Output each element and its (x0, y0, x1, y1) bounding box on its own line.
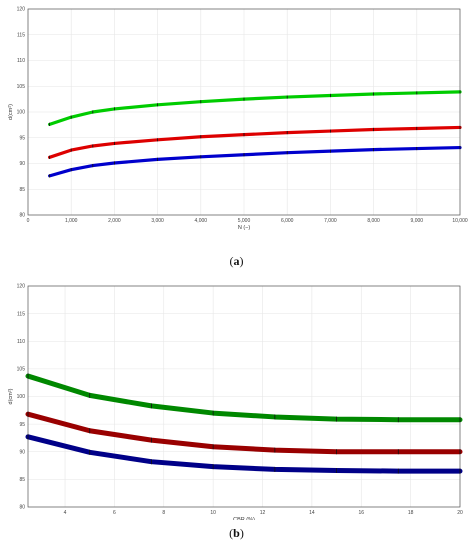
x-tick-label: 2,000 (108, 218, 121, 224)
chart-a-svg: 0 1,000 2,000 3,000 4,000 5,000 6,000 7,000 8,00… (8, 7, 468, 231)
caption-b-close: ) (239, 526, 244, 540)
y-tick-label: 80 (19, 505, 25, 511)
caption-b: (b) (0, 526, 473, 541)
y-tick-label: 90 (19, 161, 25, 167)
x-tick-label: 16 (358, 510, 364, 516)
x-tick-label: 6 (113, 510, 116, 516)
caption-b-letter: b (233, 526, 240, 540)
x-tick-label: 6,000 (281, 218, 294, 224)
y-tick-label: 85 (19, 477, 25, 483)
y-axis-label: d(cm²) (8, 388, 14, 404)
x-tick-label: 14 (309, 510, 315, 516)
x-tick-label: 5,000 (238, 218, 251, 224)
series-line-3 (48, 145, 462, 178)
caption-b-open: ( (229, 526, 234, 540)
y-tick-label: 85 (19, 187, 25, 193)
x-tick-label: 7,000 (324, 218, 337, 224)
caption-a-open: ( (229, 254, 234, 268)
series-line-2 (25, 411, 463, 455)
y-tick-label: 90 (19, 449, 25, 455)
y-tick-label: 110 (17, 339, 25, 345)
chart-panel-a: 0 1,000 2,000 3,000 4,000 5,000 6,000 7,000 8,00… (0, 0, 473, 232)
x-tick-label: 3,000 (151, 218, 164, 224)
y-axis-label: d(cm²) (8, 104, 14, 120)
y-tick-label: 95 (19, 135, 25, 141)
x-tick-label: 4 (64, 510, 67, 516)
x-axis-label: CBR (%) (233, 517, 255, 520)
y-tick-label: 105 (17, 84, 26, 90)
x-axis-label: N (−) (238, 225, 251, 231)
caption-a-close: ) (239, 254, 244, 268)
y-tick-label: 105 (17, 367, 26, 373)
series-line-2 (48, 125, 462, 159)
y-tick-label: 110 (17, 58, 25, 64)
x-tick-label: 10,000 (452, 218, 468, 224)
caption-a: (a) (0, 254, 473, 269)
chart-b-svg: 4 6 8 10 12 14 16 18 20 80 85 90 95 100 105 110 115 120 CB… (8, 284, 463, 520)
y-tick-label: 120 (17, 284, 26, 290)
x-tick-label: 10 (210, 510, 216, 516)
x-tick-label: 8 (162, 510, 165, 516)
plot-frame (27, 8, 461, 216)
y-tick-label: 80 (19, 213, 25, 219)
x-tick-label: 12 (260, 510, 266, 516)
x-tick-label: 0 (27, 218, 30, 224)
series-line-1 (48, 90, 462, 126)
plot-frame (27, 285, 461, 508)
x-tick-label: 8,000 (367, 218, 380, 224)
x-tick-label: 9,000 (411, 218, 424, 224)
x-tick-label: 18 (408, 510, 414, 516)
x-tick-label: 1,000 (65, 218, 78, 224)
y-tick-label: 95 (19, 422, 25, 428)
x-tick-label: 20 (457, 510, 463, 516)
x-tick-label: 4,000 (195, 218, 208, 224)
y-tick-label: 100 (17, 110, 26, 116)
y-tick-label: 115 (17, 311, 25, 317)
y-tick-label: 100 (17, 394, 26, 400)
caption-a-letter: a (233, 254, 240, 268)
y-tick-label: 115 (17, 32, 25, 38)
series-line-3 (25, 434, 463, 474)
series-line-1 (25, 373, 463, 423)
chart-panel-b: 4 6 8 10 12 14 16 18 20 80 85 90 95 100 105 110 115 120 CB… (0, 276, 473, 520)
y-tick-label: 120 (17, 7, 26, 13)
